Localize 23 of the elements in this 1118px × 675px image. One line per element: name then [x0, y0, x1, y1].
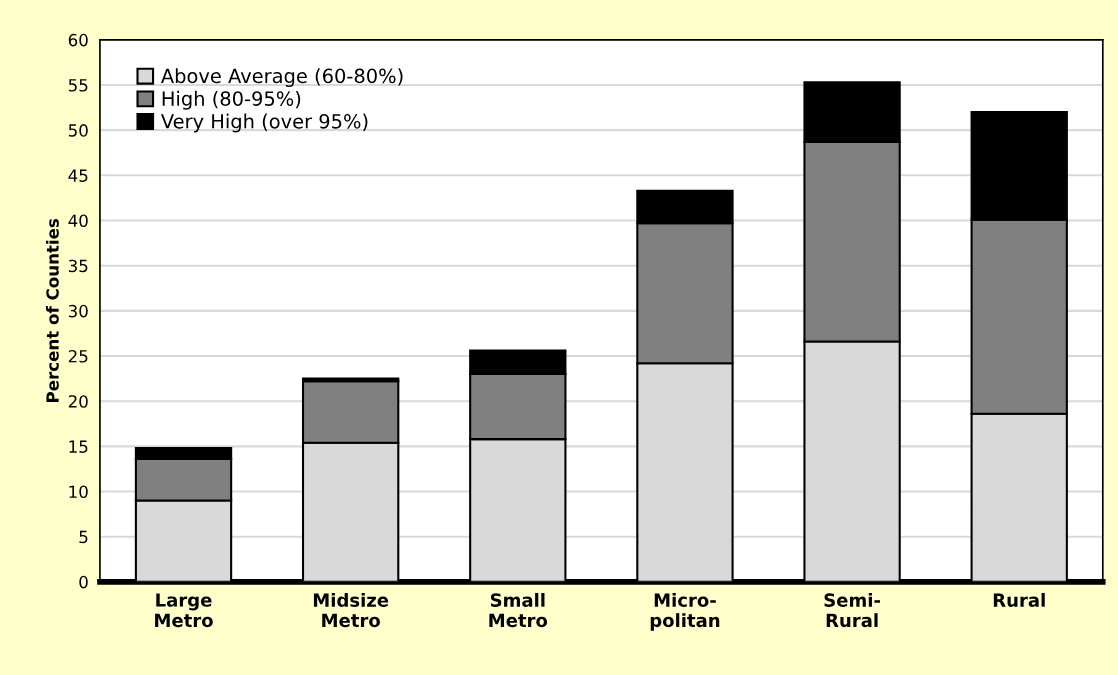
y-tick-label: 20 [68, 395, 88, 408]
y-tick-label: 60 [68, 33, 88, 47]
y-tick-label: 30 [68, 304, 88, 318]
x-tick-label: Midsize Metro [313, 592, 389, 628]
x-tick-label: Micro- politan [650, 592, 720, 631]
y-tick-label: 5 [79, 530, 88, 544]
y-tick-label: 55 [68, 79, 88, 92]
y-tick-label: 15 [69, 440, 88, 453]
legend-label: Very High (over 95%) [160, 113, 368, 133]
x-tick-label: Large Metro [155, 593, 213, 628]
x-tick-label: Rural [993, 592, 1045, 607]
x-tick-label: Small Metro [489, 592, 548, 628]
y-tick-label: 25 [68, 349, 88, 363]
legend-label: Above Average (60-80%) [160, 68, 403, 87]
x-tick-label: Semi- Rural [824, 592, 880, 628]
y-tick-label: 50 [68, 124, 88, 137]
y-tick-label: 0 [79, 575, 88, 589]
y-axis-title: Percent of Counties [45, 218, 59, 402]
y-tick-label: 40 [68, 214, 88, 228]
y-tick-label: 45 [68, 169, 88, 182]
y-tick-label: 10 [69, 485, 88, 499]
y-tick-label: 35 [68, 259, 88, 273]
legend-label: High (80-95%) [162, 90, 301, 110]
